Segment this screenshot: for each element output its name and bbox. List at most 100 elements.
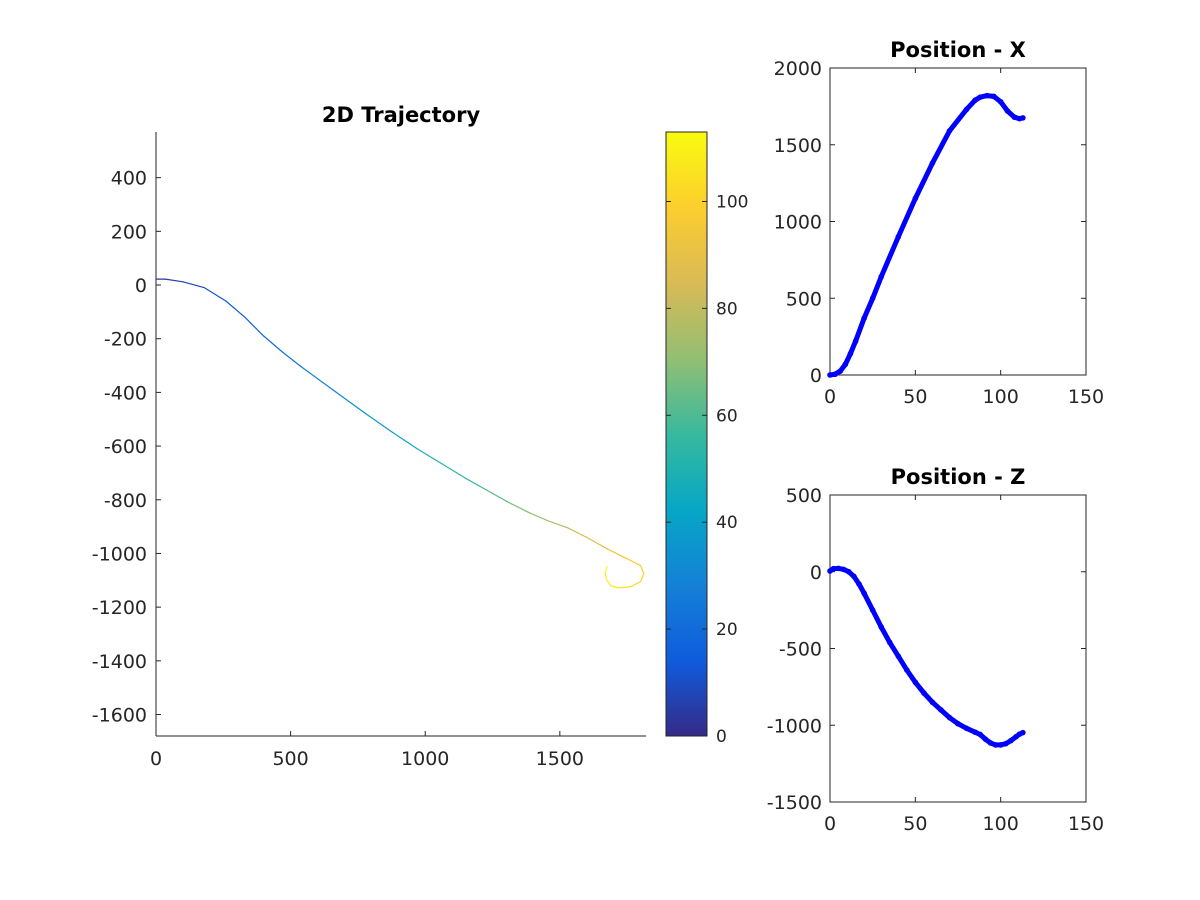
position-x-point	[946, 128, 953, 134]
position-x-point	[895, 234, 902, 240]
trajectory-y-tick-label: -400	[104, 382, 147, 404]
position-x-y-tick-label: 1500	[774, 135, 822, 157]
trajectory-segment	[606, 579, 612, 587]
position-x-y-tick-label: 0	[810, 365, 822, 387]
position-x-point	[1020, 115, 1026, 121]
colorbar-tick-label: 40	[716, 513, 738, 533]
position-x-y-tick-label: 2000	[774, 58, 822, 80]
trajectory-segment	[203, 287, 227, 302]
position-z-point	[830, 565, 837, 572]
position-x-point	[963, 106, 970, 113]
position-z-point	[895, 653, 902, 659]
position-z-y-tick-label: 0	[810, 562, 822, 584]
position-z-x-tick-label: 150	[1068, 813, 1104, 835]
position-z-point	[921, 690, 927, 696]
position-z-y-tick-label: -1000	[767, 715, 822, 737]
trajectory-x-tick-label: 500	[272, 748, 308, 770]
position-z-y-tick-label: -500	[779, 639, 822, 661]
position-x-point	[991, 93, 997, 100]
trajectory-segment	[225, 300, 246, 318]
colorbar-ticks: 0 20 40 60 80 100	[666, 192, 748, 747]
position-x-point	[832, 371, 838, 378]
trajectory-segment	[440, 462, 467, 479]
trajectory-segment	[300, 366, 337, 393]
colorbar-gradient	[665, 131, 708, 737]
position-z-point	[977, 731, 983, 738]
trajectory-segment	[626, 558, 642, 567]
position-x-point	[852, 338, 859, 345]
position-x-x-tick-label: 50	[903, 386, 927, 408]
trajectory-segment	[610, 585, 619, 589]
trajectory-segment	[465, 477, 488, 491]
position-x-point	[972, 97, 978, 104]
position-z-y-tick-label: -1500	[767, 792, 822, 814]
trajectory-y-tick-label: -600	[104, 436, 147, 458]
position-z-point	[929, 699, 936, 706]
trajectory-segment	[263, 335, 284, 353]
trajectory-x-tick-label: 1500	[536, 748, 584, 770]
position-z-point	[955, 720, 961, 727]
position-z-point	[972, 729, 978, 735]
position-z-point	[1002, 740, 1009, 747]
position-z-point	[912, 679, 919, 686]
position-z-point	[878, 624, 884, 630]
trajectory-y-tick-label: -200	[104, 329, 147, 351]
position-x-x-tick-label: 0	[824, 386, 836, 408]
trajectory-segment	[486, 489, 510, 504]
trajectory-title: 2D Trajectory	[322, 103, 481, 127]
colorbar-tick-label: 80	[716, 299, 738, 319]
trajectory-segment	[392, 432, 418, 450]
trajectory-panel: 2D Trajectory 0 500 1000 1500 400 200 0 -200 -40…	[92, 103, 646, 770]
trajectory-x-tick-label: 0	[150, 748, 162, 770]
trajectory-y-tick-label: 400	[111, 168, 147, 190]
trajectory-segment	[567, 527, 588, 538]
position-x-y-tick-label: 500	[786, 288, 822, 310]
trajectory-line	[155, 278, 645, 589]
position-z-title: Position - Z	[891, 465, 1026, 489]
trajectory-y-tick-label: -800	[104, 490, 147, 512]
position-x-point	[837, 368, 844, 374]
position-z-point	[886, 639, 893, 646]
trajectory-x-tick-label: 1000	[401, 748, 449, 770]
position-z-x-tick-label: 100	[983, 813, 1019, 835]
position-z-point	[851, 573, 857, 580]
position-z-point	[946, 714, 953, 721]
position-z-series	[827, 565, 1026, 748]
position-z-y-tick-label: 500	[786, 485, 822, 507]
position-x-point	[842, 361, 849, 368]
position-x-x-tick-label: 100	[983, 386, 1019, 408]
position-z-point	[840, 566, 847, 573]
trajectory-segment	[164, 278, 184, 283]
trajectory-y-tick-label: -1000	[92, 543, 147, 565]
position-z-point	[845, 568, 852, 575]
position-x-point	[984, 92, 990, 99]
position-z-point	[992, 742, 999, 748]
trajectory-segment	[604, 565, 608, 575]
position-x-point	[861, 315, 867, 322]
trajectory-segment	[640, 564, 645, 575]
position-x-point	[912, 195, 919, 202]
position-z-ticks: 0 50 100 150 500 0 -500 -1000 -1500	[767, 485, 1104, 835]
trajectory-segment	[244, 316, 265, 337]
position-z-point	[1008, 737, 1014, 744]
trajectory-segment	[416, 448, 442, 465]
position-x-point	[1011, 114, 1018, 120]
position-z-point	[987, 740, 994, 746]
position-z-point	[963, 725, 970, 732]
trajectory-segment	[617, 586, 631, 589]
position-x-x-tick-label: 150	[1068, 386, 1104, 408]
position-x-point	[869, 295, 876, 302]
position-z-panel: Position - Z 0 50 100 150 500 0 -500 -1000 -1500	[767, 465, 1104, 835]
trajectory-y-tick-label: -1400	[92, 651, 147, 673]
trajectory-segment	[365, 413, 394, 434]
position-z-x-tick-label: 50	[903, 813, 927, 835]
position-z-point	[856, 581, 862, 587]
position-x-title: Position - X	[890, 38, 1026, 62]
colorbar-tick-label: 100	[716, 192, 748, 212]
trajectory-y-tick-label: -1600	[92, 705, 147, 727]
trajectory-ticks: 0 500 1000 1500 400 200 0 -200 -400 -600 -800 -1000…	[92, 168, 584, 770]
trajectory-segment	[508, 501, 531, 514]
trajectory-segment	[281, 351, 302, 368]
